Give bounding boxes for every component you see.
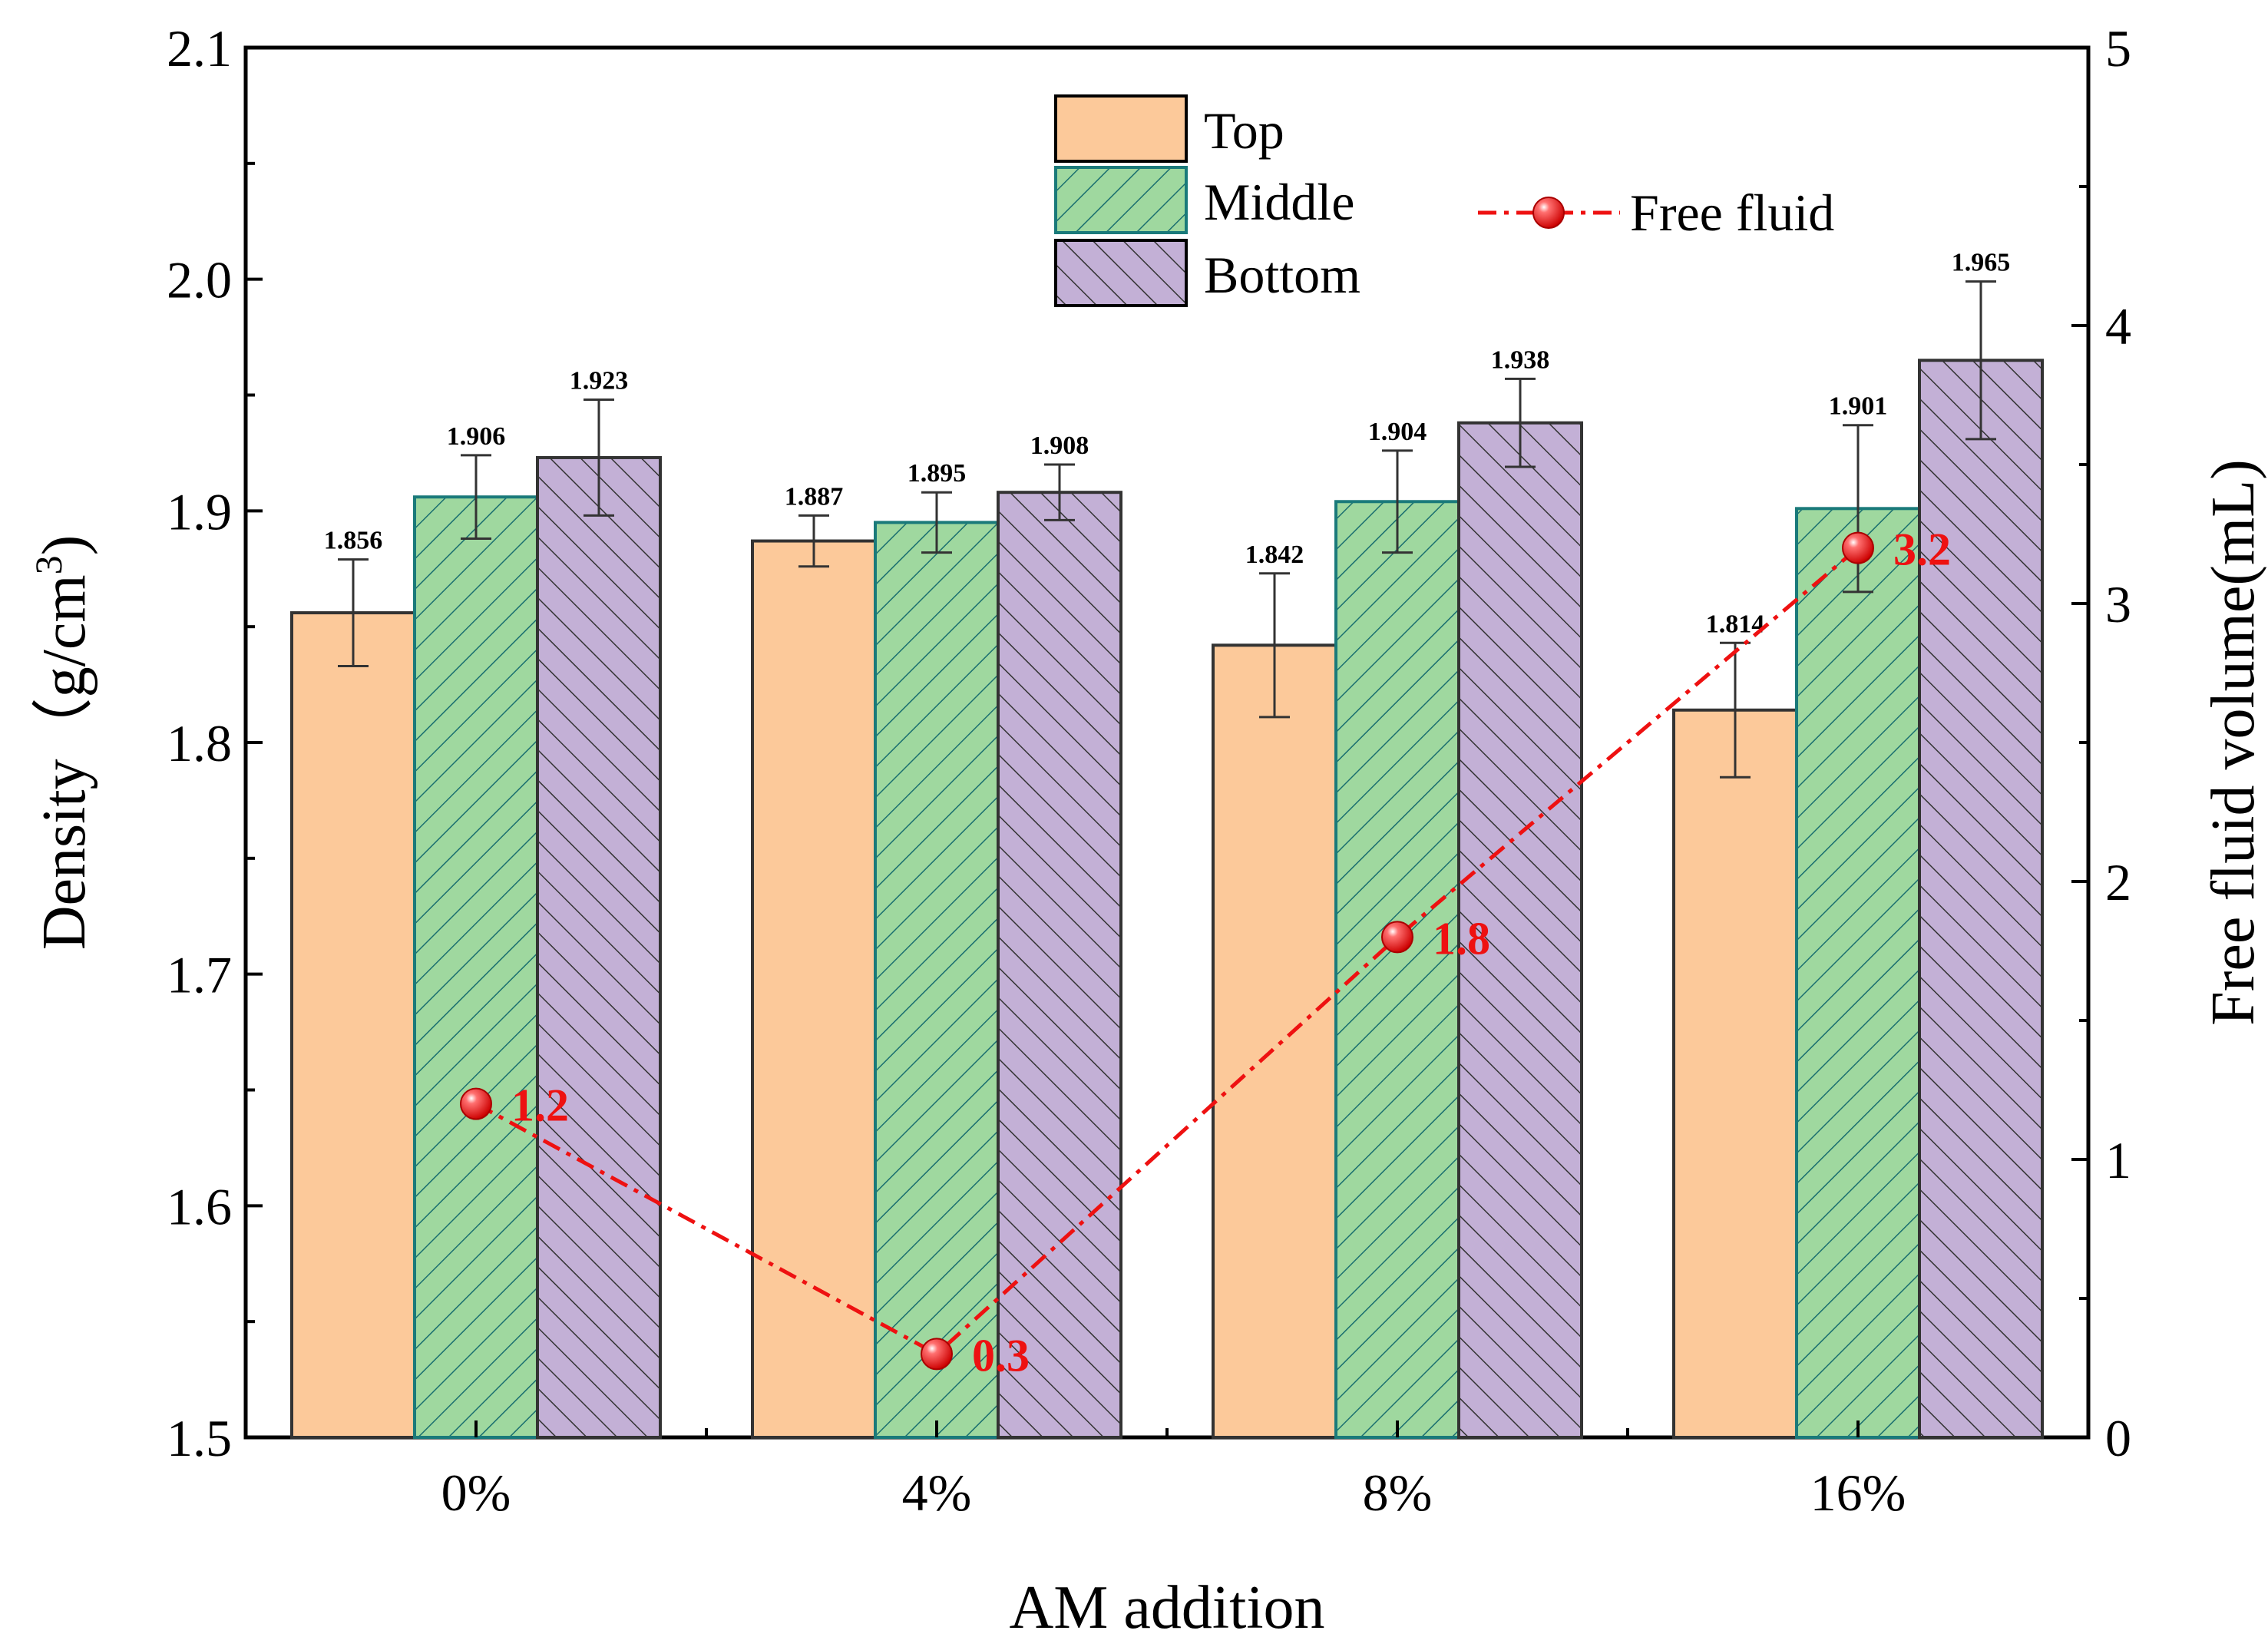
free-fluid-point bbox=[921, 1338, 953, 1371]
bar-top bbox=[290, 611, 416, 1439]
bar-middle bbox=[413, 495, 539, 1440]
legend-label-middle: Middle bbox=[1204, 173, 1354, 231]
bar-middle bbox=[1334, 500, 1460, 1439]
y-axis-title-close: ) bbox=[31, 535, 98, 556]
y-tick-label: 1.6 bbox=[167, 1177, 232, 1235]
bar-value-label: 1.965 bbox=[1952, 249, 2011, 277]
bar-value-label: 1.842 bbox=[1245, 541, 1304, 569]
y-tick-label: 1.8 bbox=[167, 714, 232, 772]
y-tick-label: 2.1 bbox=[167, 19, 232, 78]
bar-value-label: 1.938 bbox=[1491, 346, 1550, 374]
bar-bottom bbox=[1918, 359, 2044, 1439]
bar-value-label: 1.904 bbox=[1368, 418, 1427, 446]
y-tick-label: 1.7 bbox=[167, 946, 232, 1004]
bar-bottom bbox=[536, 455, 662, 1440]
x-tick-label: 0% bbox=[441, 1463, 511, 1522]
bar-value-label: 1.887 bbox=[785, 482, 844, 511]
legend-swatch-middle bbox=[1054, 166, 1188, 234]
y-tick-label: 1.5 bbox=[167, 1409, 232, 1467]
y2-tick-label: 5 bbox=[2105, 19, 2131, 78]
x-tick-label: 4% bbox=[902, 1463, 972, 1522]
bar-value-label: 1.856 bbox=[324, 527, 383, 555]
bar-value-label: 1.895 bbox=[908, 459, 967, 488]
y2-axis-title: Free fluid volume(mL) bbox=[2200, 459, 2267, 1026]
legend-swatch-top bbox=[1054, 94, 1188, 163]
legend: Top Middle Bottom Free fluid bbox=[1054, 94, 1834, 307]
y2-tick-label: 4 bbox=[2105, 297, 2131, 356]
bar-top bbox=[751, 539, 877, 1439]
free-fluid-point bbox=[460, 1087, 492, 1120]
bar-value-label: 1.923 bbox=[570, 367, 629, 395]
bar-bottom bbox=[997, 491, 1122, 1440]
legend-marker-free-fluid bbox=[1532, 197, 1565, 229]
x-tick-label: 8% bbox=[1363, 1463, 1433, 1522]
free-fluid-value-label: 1.2 bbox=[511, 1080, 569, 1131]
y-tick-label: 2.0 bbox=[167, 251, 232, 309]
x-tick-label: 16% bbox=[1810, 1463, 1906, 1522]
bar-bottom bbox=[1457, 421, 1583, 1440]
x-axis-title: AM addition bbox=[1009, 1574, 1324, 1642]
bar-top bbox=[1212, 643, 1337, 1439]
y-axis-title: Density（g/cm3) bbox=[27, 535, 98, 950]
free-fluid-value-label: 1.8 bbox=[1433, 913, 1490, 964]
bar-value-label: 1.906 bbox=[447, 422, 506, 451]
y-axis-title-main: Density（g/cm bbox=[31, 574, 98, 950]
y-axis-title-sup: 3 bbox=[27, 555, 70, 574]
free-fluid-point bbox=[1842, 531, 1874, 564]
free-fluid-line bbox=[474, 546, 1860, 1357]
y2-tick-label: 1 bbox=[2105, 1131, 2131, 1189]
free-fluid-value-label: 0.3 bbox=[972, 1330, 1030, 1381]
bar-value-label: 1.901 bbox=[1829, 392, 1888, 421]
y-tick-label: 1.9 bbox=[167, 482, 232, 541]
bar-top bbox=[1672, 708, 1798, 1439]
y2-tick-label: 0 bbox=[2105, 1409, 2131, 1467]
free-fluid-value-label: 3.2 bbox=[1893, 524, 1951, 575]
legend-label-bottom: Bottom bbox=[1204, 246, 1360, 304]
legend-label-top: Top bbox=[1204, 101, 1284, 160]
free-fluid-point bbox=[1381, 921, 1413, 954]
legend-swatch-bottom bbox=[1054, 239, 1188, 307]
legend-label-free-fluid: Free fluid bbox=[1630, 184, 1834, 242]
bar-middle bbox=[1795, 507, 1921, 1439]
bar-middle bbox=[874, 521, 1000, 1440]
y2-tick-label: 2 bbox=[2105, 853, 2131, 911]
bar-value-label: 1.908 bbox=[1030, 432, 1089, 460]
y2-tick-label: 3 bbox=[2105, 575, 2131, 633]
